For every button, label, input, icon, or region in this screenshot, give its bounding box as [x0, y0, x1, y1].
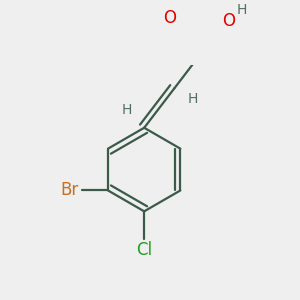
Text: Cl: Cl — [136, 241, 152, 259]
Text: H: H — [188, 92, 198, 106]
Text: O: O — [223, 12, 236, 30]
Text: H: H — [122, 103, 132, 117]
Text: O: O — [163, 9, 176, 27]
Text: Br: Br — [60, 182, 78, 200]
Text: H: H — [237, 2, 247, 16]
